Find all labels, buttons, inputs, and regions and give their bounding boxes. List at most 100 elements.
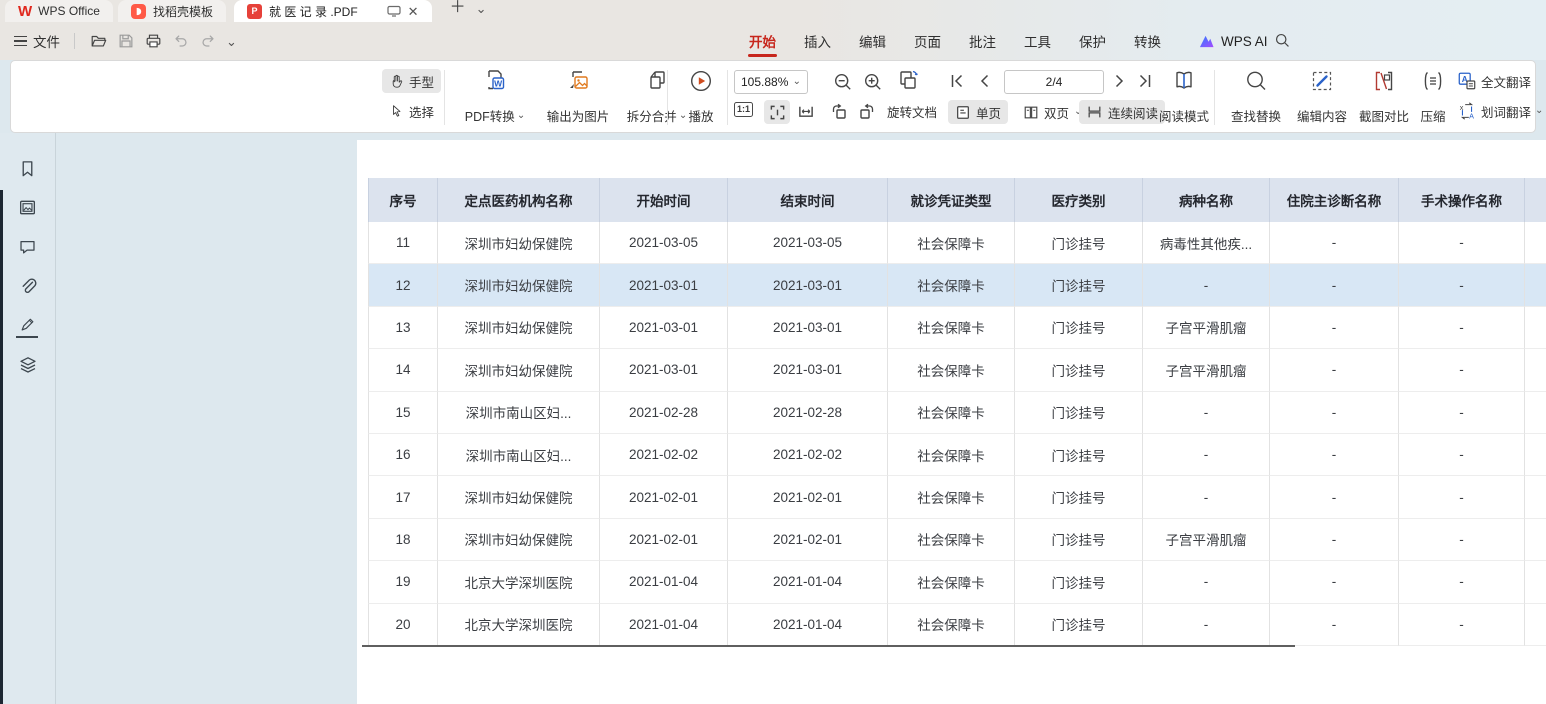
- zoom-level-select[interactable]: 105.88% ⌄: [734, 70, 808, 94]
- tab-page[interactable]: 页面: [914, 35, 941, 50]
- quickbar-chevron-icon[interactable]: ⌄: [226, 33, 237, 49]
- layers-icon[interactable]: [18, 355, 38, 375]
- thumbnail-icon[interactable]: [18, 198, 37, 217]
- tab-protect[interactable]: 保护: [1079, 35, 1106, 50]
- table-cell: [1525, 222, 1546, 265]
- tab-close-icon[interactable]: ✕: [407, 3, 419, 19]
- menu-search-icon[interactable]: [1274, 32, 1291, 49]
- pdf-convert-button[interactable]: W PDF转换 ⌄: [455, 68, 535, 127]
- table-cell: -: [1399, 561, 1525, 604]
- table-cell: 13: [368, 306, 438, 350]
- previous-page-button[interactable]: [977, 73, 993, 89]
- tab-label: 就 医 记 录 .PDF: [268, 4, 358, 19]
- tab-tools[interactable]: 工具: [1024, 35, 1051, 50]
- tab-insert[interactable]: 插入: [804, 35, 831, 50]
- tab-list-chevron-icon[interactable]: ⌄: [475, 0, 487, 16]
- table-cell: 社会保障卡: [888, 476, 1015, 519]
- zoom-out-button[interactable]: [833, 72, 853, 92]
- table-cell: 门诊挂号: [1015, 476, 1143, 519]
- single-page-button[interactable]: 单页: [948, 100, 1009, 124]
- tab-convert[interactable]: 转换: [1134, 35, 1161, 50]
- print-icon[interactable]: [144, 32, 163, 50]
- screenshot-compare-button[interactable]: 截图对比: [1351, 68, 1417, 127]
- tab-home[interactable]: 开始: [735, 24, 790, 58]
- table-cell: -: [1143, 561, 1270, 604]
- page-number-input[interactable]: 2/4: [1004, 70, 1104, 94]
- table-cell: -: [1270, 603, 1399, 646]
- fit-page-button[interactable]: [764, 100, 790, 124]
- read-mode-button[interactable]: 阅读模式: [1151, 68, 1217, 127]
- bookmark-icon[interactable]: [18, 159, 37, 179]
- chevron-down-icon: ⌄: [678, 109, 688, 121]
- table-cell: 2021-03-01: [600, 264, 728, 307]
- actual-size-button[interactable]: 1:1: [734, 102, 754, 117]
- first-page-button[interactable]: [949, 73, 965, 89]
- wps-ai-button[interactable]: WPS AI: [1198, 24, 1268, 58]
- main-menu-icon[interactable]: [14, 35, 27, 47]
- new-tab-button[interactable]: ＋: [449, 0, 466, 16]
- table-cell: 门诊挂号: [1015, 349, 1143, 392]
- divider: [444, 70, 445, 125]
- zoom-in-button[interactable]: [863, 72, 883, 92]
- file-menu[interactable]: 文件: [33, 35, 60, 50]
- hand-tool-button[interactable]: 手型: [382, 69, 442, 93]
- split-merge-button[interactable]: 拆分合并 ⌄: [619, 68, 695, 127]
- table-cell: 门诊挂号: [1015, 391, 1143, 434]
- last-page-button[interactable]: [1137, 73, 1153, 89]
- select-tool-button[interactable]: 选择: [382, 99, 441, 123]
- table-cell: 2021-02-02: [600, 433, 728, 477]
- svg-text:A: A: [1469, 111, 1474, 120]
- undo-icon[interactable]: [172, 32, 190, 50]
- save-icon[interactable]: [117, 32, 135, 50]
- tab-roaming-icon[interactable]: [387, 5, 401, 17]
- table-cell: -: [1399, 433, 1525, 477]
- open-folder-icon[interactable]: [89, 32, 108, 50]
- compress-button[interactable]: 压缩: [1411, 68, 1455, 127]
- tab-comment[interactable]: 批注: [969, 35, 996, 50]
- svg-text:W: W: [494, 78, 503, 88]
- table-cell: -: [1270, 306, 1399, 350]
- wps-logo-icon: W: [18, 2, 32, 20]
- rotate-left-button[interactable]: [829, 102, 849, 120]
- find-replace-button[interactable]: 查找替换: [1223, 68, 1289, 127]
- table-header-cell: 序号: [368, 178, 438, 222]
- tab-edit[interactable]: 编辑: [859, 35, 886, 50]
- tab-wps-office[interactable]: W WPS Office: [5, 0, 113, 22]
- export-image-button[interactable]: 输出为图片: [539, 68, 617, 127]
- next-page-button[interactable]: [1111, 73, 1127, 89]
- rotate-doc-button[interactable]: 旋转文档: [887, 106, 938, 120]
- play-button[interactable]: 播放: [675, 68, 727, 127]
- table-cell: -: [1399, 349, 1525, 392]
- chevron-down-icon: ⌄: [516, 109, 526, 121]
- tab-document-pdf[interactable]: P 就 医 记 录 .PDF ✕: [233, 0, 432, 22]
- chevron-down-icon: ⌄: [792, 76, 801, 87]
- rotate-right-button[interactable]: [857, 102, 877, 120]
- table-cell: [1525, 349, 1546, 392]
- wps-ai-icon: [1199, 35, 1214, 47]
- comment-icon[interactable]: [18, 238, 37, 256]
- tab-bar: W WPS Office 找稻壳模板 P 就 医 记 录 .PDF ✕ ＋ ⌄: [0, 0, 486, 23]
- table-header-cell: 开始时间: [600, 178, 728, 222]
- rotate-pages-icon[interactable]: [895, 68, 921, 94]
- attachment-icon[interactable]: [18, 276, 38, 296]
- fit-width-button[interactable]: [797, 102, 815, 119]
- table-cell: -: [1270, 518, 1399, 562]
- play-icon: [690, 70, 712, 92]
- table-cell: 2021-03-05: [600, 222, 728, 265]
- tab-docer-templates[interactable]: 找稻壳模板: [117, 0, 226, 22]
- double-page-button[interactable]: 双页 ⌄: [1016, 100, 1089, 124]
- table-cell: -: [1270, 391, 1399, 434]
- continuous-read-button[interactable]: 连续阅读: [1079, 100, 1166, 124]
- table-cell: 门诊挂号: [1015, 433, 1143, 477]
- table-cell: 子宫平滑肌瘤: [1143, 306, 1270, 350]
- table-cell: -: [1143, 391, 1270, 434]
- full-translate-button[interactable]: A 全文翻译: [1457, 71, 1531, 91]
- table-cell: 社会保障卡: [888, 306, 1015, 350]
- table-cell: 2021-02-28: [600, 391, 728, 434]
- redo-icon[interactable]: [199, 32, 217, 50]
- edit-content-button[interactable]: 编辑内容: [1289, 68, 1355, 127]
- signature-pen-icon[interactable]: [18, 316, 38, 334]
- single-page-icon: [957, 105, 969, 119]
